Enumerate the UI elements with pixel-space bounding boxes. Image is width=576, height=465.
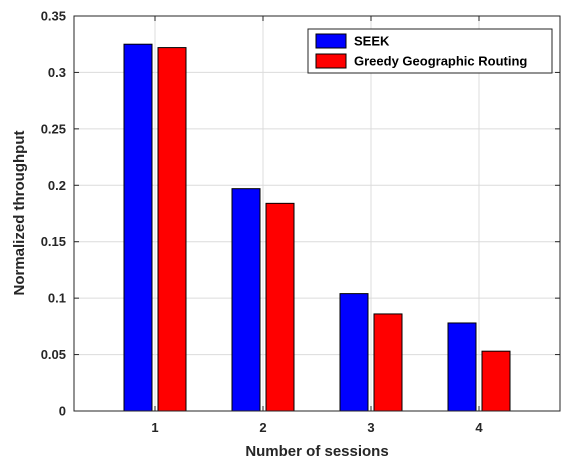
legend-swatch [315, 33, 347, 49]
legend: SEEK Greedy Geographic Routing [307, 28, 553, 74]
x-tick-label: 4 [475, 420, 483, 435]
bar-seek-4 [447, 322, 477, 412]
y-tick-label: 0.1 [48, 291, 66, 306]
y-ticks: 0 0.05 0.1 0.15 0.2 0.25 0.3 0.35 [41, 9, 560, 419]
bar-seek-2 [231, 188, 261, 412]
x-axis-title: Number of sessions [245, 443, 388, 460]
y-tick-label: 0.2 [48, 178, 66, 193]
bar-greedy-geographic-routing-4 [481, 350, 511, 412]
bar-greedy-geographic-routing-2 [265, 202, 295, 412]
bar-greedy-geographic-routing-3 [373, 313, 403, 412]
y-tick-label: 0.3 [48, 65, 66, 80]
legend-label: Greedy Geographic Routing [354, 54, 527, 69]
x-ticks: 1 2 3 4 [151, 16, 483, 435]
y-tick-label: 0.35 [41, 9, 66, 24]
y-axis-title: Normalized throughput [11, 131, 28, 296]
y-tick-label: 0.15 [41, 234, 66, 249]
x-tick-label: 1 [151, 420, 158, 435]
legend-label: SEEK [354, 34, 390, 49]
y-tick-label: 0.25 [41, 121, 66, 136]
bar-seek-1 [123, 43, 153, 412]
plot-frame [73, 15, 561, 412]
bars [123, 43, 511, 412]
y-tick-label: 0 [59, 404, 66, 419]
bar-greedy-geographic-routing-1 [157, 47, 187, 412]
legend-box [307, 28, 553, 74]
x-tick-label: 2 [259, 420, 266, 435]
y-tick-label: 0.05 [41, 347, 66, 362]
bar-seek-3 [339, 293, 369, 412]
legend-swatch [315, 53, 347, 69]
x-tick-label: 3 [367, 420, 374, 435]
